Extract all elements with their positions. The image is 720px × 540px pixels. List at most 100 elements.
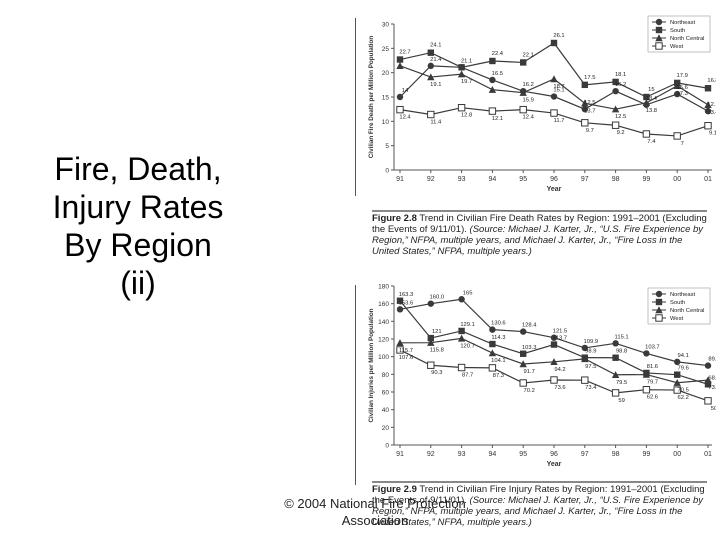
triangle-marker [611, 371, 620, 378]
data-label: 87.7 [462, 373, 473, 379]
triangle-marker [704, 376, 712, 384]
data-label: 115.8 [430, 348, 444, 354]
x-tick-label: 94 [489, 451, 497, 458]
data-label: 13.4 [707, 110, 716, 116]
y-tick-label: 10 [382, 119, 390, 126]
data-label: 104.1 [491, 358, 506, 364]
data-label: 79.6 [678, 366, 689, 372]
open-square-marker [642, 130, 651, 138]
data-label: 121 [432, 329, 442, 335]
circle-marker [581, 344, 588, 352]
triangle-marker [427, 73, 435, 81]
data-label: 98.8 [616, 349, 627, 355]
footer-line-1: © 2004 National Fire Protection [284, 496, 466, 511]
data-label: 13.4 [646, 96, 658, 102]
data-label: 113.7 [553, 336, 567, 342]
square-marker [674, 371, 681, 378]
data-label: 73.4 [585, 385, 597, 391]
data-label: 62.6 [647, 395, 658, 401]
data-label: 73.6 [554, 385, 565, 391]
x-axis-label: Year [547, 461, 562, 468]
circle-marker [550, 93, 558, 100]
x-tick-label: 92 [427, 176, 435, 183]
data-label: 9.7 [586, 128, 594, 134]
title-line-4: (ii) [120, 265, 156, 301]
data-label: 22.4 [492, 51, 504, 57]
x-tick-label: 91 [396, 176, 404, 183]
triangle-marker [611, 105, 620, 113]
data-label: 163.3 [399, 292, 414, 298]
open-square-marker [550, 376, 558, 384]
caption-text: Trend in Civilian Fire Injury Rates by R… [372, 484, 705, 506]
series-north-central [396, 334, 712, 386]
data-label: 70.5 [678, 388, 689, 394]
circle-marker [655, 290, 663, 298]
open-square-marker [673, 386, 681, 394]
data-label: 89.9 [708, 357, 716, 363]
circle-marker [612, 87, 619, 95]
slide-title: Fire, Death, Injury Rates By Region (ii) [18, 150, 258, 302]
series-west [396, 104, 712, 140]
y-tick-label: 20 [382, 70, 390, 77]
legend: Northeast South North Central West [647, 287, 711, 325]
data-label: 130.6 [491, 321, 506, 327]
data-label: 16.8 [707, 78, 716, 84]
triangle-marker [655, 306, 663, 314]
x-tick-label: 96 [550, 451, 558, 458]
open-square-marker [519, 379, 527, 387]
x-tick-label: 94 [489, 176, 497, 183]
data-label: 17.5 [584, 75, 595, 81]
circle-marker [612, 340, 619, 347]
x-axis-label: Year [547, 186, 562, 193]
x-tick-label: 93 [458, 176, 466, 183]
data-label: 26.1 [553, 33, 564, 39]
open-square-marker [611, 389, 620, 397]
square-marker [520, 59, 527, 66]
x-tick-label: 97 [581, 451, 589, 458]
x-tick-label: 00 [673, 176, 681, 183]
open-square-marker [655, 42, 663, 50]
x-tick-label: 97 [581, 176, 589, 183]
data-label: 103.3 [522, 345, 537, 351]
x-tick-label: 00 [673, 451, 681, 458]
y-tick-label: 0 [385, 443, 389, 450]
circle-marker [427, 300, 434, 307]
data-label: 128.4 [522, 323, 537, 329]
square-marker [427, 49, 434, 56]
data-label: 114.3 [491, 335, 505, 341]
data-label: 24.1 [430, 43, 441, 49]
circle-marker [550, 334, 558, 341]
circle-marker [655, 18, 663, 26]
data-label: 16.2 [615, 82, 626, 88]
circle-marker [704, 107, 712, 115]
data-label: 94.2 [554, 367, 565, 373]
circle-marker [674, 358, 681, 366]
y-tick-label: 120 [378, 337, 389, 344]
data-label: 19.1 [430, 82, 441, 88]
triangle-marker [642, 99, 651, 107]
figure-divider-bottom [355, 285, 356, 485]
legend-label: South [670, 28, 685, 34]
circle-marker [396, 93, 404, 101]
legend-label: Northeast [670, 20, 696, 26]
data-label: 50 [711, 406, 716, 412]
square-marker [396, 297, 404, 304]
title-line-2: Injury Rates [52, 189, 224, 225]
square-marker [396, 56, 404, 63]
data-label: 7.4 [647, 139, 656, 145]
data-label: 17.9 [677, 73, 688, 79]
x-tick-label: 99 [643, 451, 651, 458]
square-marker [612, 354, 619, 361]
data-label: 91.7 [524, 369, 535, 375]
data-label: 115.1 [615, 334, 629, 340]
square-marker [550, 341, 558, 348]
square-marker [655, 26, 663, 34]
open-square-marker [427, 110, 435, 119]
data-label: 109.9 [584, 339, 599, 345]
triangle-marker [396, 62, 404, 70]
data-label: 87.3 [493, 373, 504, 379]
circle-marker [427, 62, 434, 70]
data-label: 153.6 [399, 300, 414, 306]
figure-number: Figure 2.8 [372, 213, 417, 224]
triangle-marker [427, 339, 435, 346]
